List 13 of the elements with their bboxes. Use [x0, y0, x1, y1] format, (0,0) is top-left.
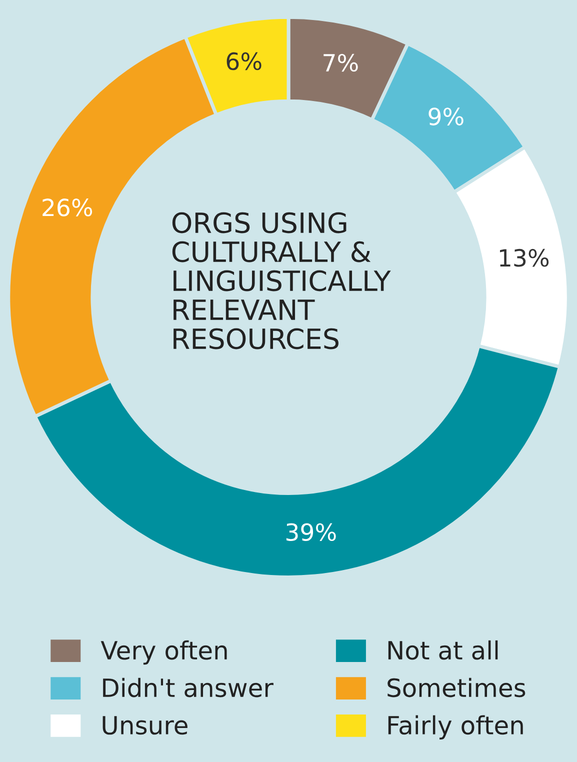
- legend-label: Very often: [100, 640, 227, 665]
- data-label: 9%: [428, 108, 464, 126]
- legend-label: Didn't answer: [103, 678, 274, 698]
- data-label: 13%: [500, 248, 549, 267]
- legend-label: Not at all: [388, 640, 498, 660]
- data-label: 39%: [286, 523, 336, 542]
- data-label: 7%: [324, 54, 358, 72]
- data-label: 26%: [42, 198, 92, 216]
- legend-label: Unsure: [102, 716, 188, 735]
- legend-label: Sometimes: [388, 678, 526, 698]
- data-label: 6%: [226, 52, 262, 70]
- legend-label: Fairly often: [388, 715, 523, 740]
- text: ORGS USING CULTURALLY & LINGUISTICALLY RELEVANT RESOURCES: [172, 212, 391, 350]
